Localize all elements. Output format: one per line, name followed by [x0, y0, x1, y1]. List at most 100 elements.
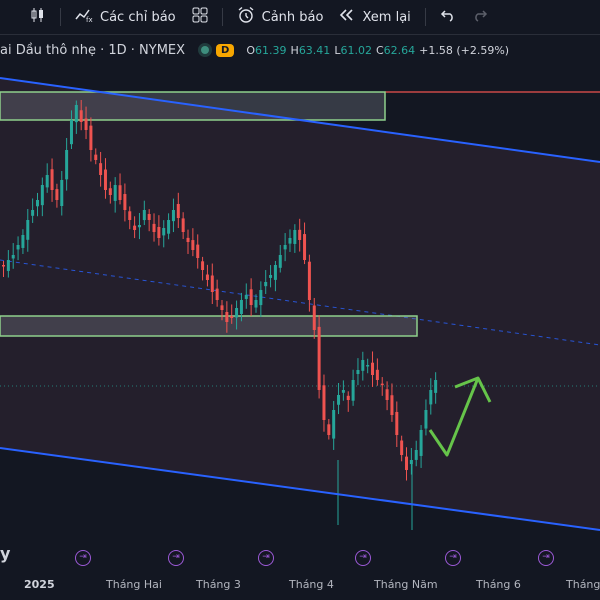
time-label: 2025 — [24, 578, 55, 591]
tradingview-logo: y — [0, 544, 11, 563]
indicators-label: Các chỉ báo — [100, 9, 176, 25]
candle-body — [147, 214, 151, 220]
candle-body — [409, 460, 413, 465]
ohlc-close: C62.64 — [375, 43, 416, 57]
event-marker-icon[interactable]: ⇥ — [258, 550, 274, 566]
candle-body — [405, 456, 409, 470]
candle-body — [312, 305, 316, 330]
grid-icon — [192, 7, 208, 27]
undo-button[interactable] — [432, 0, 464, 34]
alerts-label: Cảnh báo — [261, 9, 324, 25]
candle-body — [69, 120, 73, 145]
support-zone[interactable] — [0, 315, 418, 337]
market-status-icon — [201, 46, 210, 54]
channel-upper-line[interactable] — [0, 77, 600, 163]
candle-body — [278, 255, 282, 268]
candle-body — [303, 234, 307, 260]
redo-button[interactable] — [464, 0, 496, 34]
time-label: Tháng 6 — [476, 578, 521, 591]
event-markers: ⇥ ⇥ ⇥ ⇥ ⇥ ⇥ — [0, 550, 600, 570]
candle-body — [419, 430, 423, 456]
candle-body — [79, 110, 83, 122]
candle-body — [118, 185, 122, 200]
candle-body — [55, 189, 59, 200]
candle-body — [264, 282, 268, 287]
candle-body — [74, 105, 78, 123]
symbol-title[interactable]: ai Dầu thô nhẹ · 1D · NYMEX — [0, 42, 186, 58]
candle-body — [307, 261, 311, 300]
replay-label: Xem lại — [362, 9, 411, 25]
indicators-button[interactable]: fx Các chỉ báo — [67, 0, 184, 34]
candle-body — [273, 265, 277, 280]
candle-body — [356, 370, 360, 375]
candle-body — [186, 237, 190, 242]
candle-body — [103, 169, 107, 190]
candle-body — [137, 225, 141, 228]
redo-icon — [472, 8, 488, 26]
candle-body — [142, 210, 146, 221]
event-marker-icon[interactable]: ⇥ — [75, 550, 91, 566]
event-marker-icon[interactable]: ⇥ — [538, 550, 554, 566]
candle-body — [128, 211, 132, 220]
price-chart[interactable] — [0, 60, 600, 550]
candle-body — [167, 220, 171, 234]
candle-body — [424, 410, 428, 429]
candle-body — [288, 238, 292, 244]
candle-body — [157, 226, 161, 238]
candle-body — [2, 265, 5, 267]
event-marker-icon[interactable]: ⇥ — [445, 550, 461, 566]
alarm-clock-icon — [237, 6, 255, 28]
candle-body — [346, 395, 350, 400]
candle-body — [375, 369, 379, 380]
candle-body — [395, 411, 399, 435]
candle-body — [254, 300, 258, 308]
candle-body — [400, 440, 404, 455]
replay-button[interactable]: Xem lại — [331, 0, 418, 34]
candle-body — [298, 229, 302, 240]
candle-body — [171, 210, 175, 222]
candle-body — [26, 220, 30, 240]
candle-body — [249, 289, 253, 305]
candle-body — [60, 180, 64, 206]
candle-body — [371, 362, 375, 375]
layouts-button[interactable] — [184, 0, 216, 34]
candle-body — [269, 275, 273, 278]
channel-midline — [0, 259, 600, 346]
time-label: Tháng Hai — [106, 578, 162, 591]
channel-fill — [0, 78, 600, 530]
candle-body — [225, 311, 229, 322]
time-axis[interactable]: 2025 Tháng Hai Tháng 3 Tháng 4 Tháng Năm… — [0, 568, 600, 600]
alerts-button[interactable]: Cảnh báo — [229, 0, 332, 34]
candle-body — [201, 261, 205, 270]
candle-body — [65, 150, 69, 180]
candle-body — [133, 225, 137, 230]
candle-body — [235, 308, 239, 318]
candle-body — [21, 235, 25, 248]
svg-text:fx: fx — [86, 16, 93, 23]
event-marker-icon[interactable]: ⇥ — [355, 550, 371, 566]
candle-body — [351, 380, 355, 401]
interval-badge: D — [216, 43, 235, 57]
candle-body — [259, 290, 263, 306]
projection-arrow[interactable] — [428, 377, 480, 457]
candle-body — [434, 380, 438, 393]
candle-body — [152, 223, 156, 232]
time-label: Tháng — [566, 578, 600, 591]
toolbar-divider — [60, 8, 61, 26]
event-marker-icon[interactable]: ⇥ — [168, 550, 184, 566]
candle-body — [390, 395, 394, 415]
candle-body — [230, 316, 234, 318]
candle-body — [40, 185, 44, 206]
candle-body — [6, 260, 10, 271]
candle-body — [332, 410, 336, 439]
bar-style-button[interactable] — [0, 0, 54, 34]
candle-body — [89, 125, 93, 150]
channel-lower-line[interactable] — [0, 447, 600, 531]
candle-body — [50, 169, 54, 190]
candle-body — [283, 245, 287, 250]
candle-body — [113, 185, 117, 201]
candle-body — [31, 210, 35, 216]
candle-body — [35, 200, 39, 207]
candle-body — [361, 360, 365, 371]
resistance-zone[interactable] — [0, 91, 386, 121]
